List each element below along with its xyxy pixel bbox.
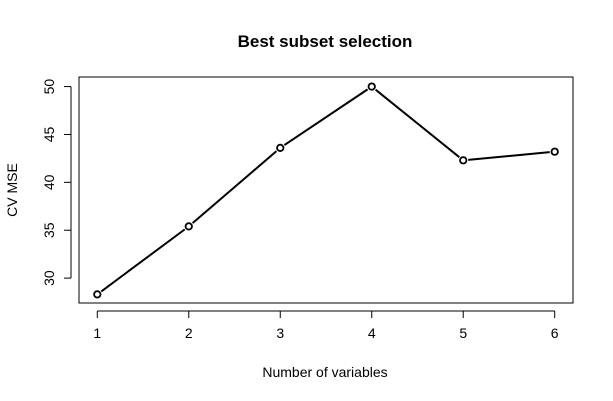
- x-tick-label: 1: [93, 325, 101, 341]
- series-segment: [468, 151, 550, 161]
- series-segment: [375, 88, 460, 158]
- x-axis-label: Number of variables: [262, 364, 387, 380]
- series-segment: [283, 88, 369, 146]
- data-point: [184, 222, 193, 231]
- y-tick-label: 50: [41, 79, 57, 95]
- data-point: [367, 82, 376, 91]
- x-tick-label: 5: [459, 325, 467, 341]
- data-point: [459, 156, 468, 165]
- series-segment: [191, 150, 278, 224]
- y-tick-label: 30: [41, 270, 57, 286]
- data-point: [276, 143, 285, 152]
- y-axis-label: CV MSE: [4, 163, 20, 217]
- data-point: [550, 147, 559, 156]
- x-tick-label: 6: [551, 325, 559, 341]
- series-segment: [100, 228, 186, 293]
- chart-title: Best subset selection: [238, 32, 413, 51]
- y-axis: 30 35 40 45 50: [41, 79, 72, 286]
- y-tick-label: 40: [41, 174, 57, 190]
- x-tick-label: 4: [368, 325, 376, 341]
- x-tick-label: 3: [276, 325, 284, 341]
- series-line-group: [93, 82, 559, 299]
- x-axis: 1 2 3 4 5 6: [93, 310, 559, 341]
- x-tick-label: 2: [185, 325, 193, 341]
- data-point: [93, 290, 102, 299]
- y-tick-label: 35: [41, 222, 57, 238]
- y-tick-label: 45: [41, 126, 57, 142]
- plot-frame: [78, 76, 574, 304]
